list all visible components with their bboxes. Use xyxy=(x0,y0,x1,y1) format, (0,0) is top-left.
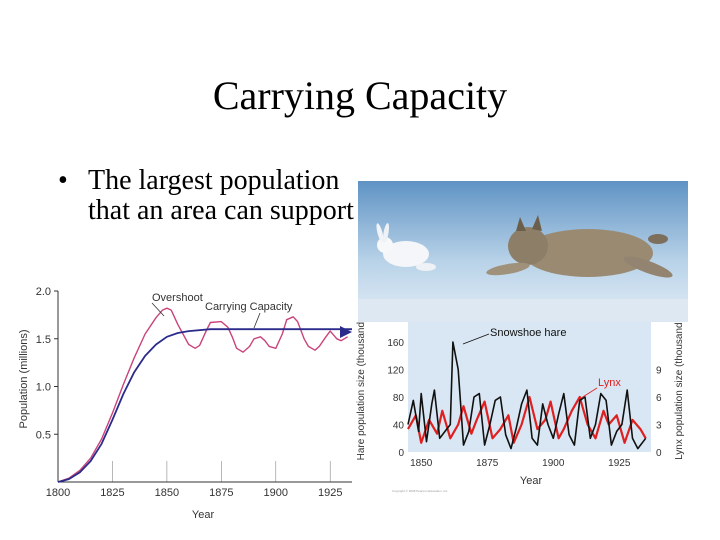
snowshoe-hare-line xyxy=(407,341,647,450)
snowshoe-pointer xyxy=(462,333,490,345)
carrying-capacity-line xyxy=(57,328,352,483)
chart1-y-label: Population (millions) xyxy=(18,329,30,428)
chart2-left-tick-label: 80 xyxy=(393,393,405,404)
chart2-x-tick-label: 1875 xyxy=(476,458,499,469)
bullet-marker: • xyxy=(58,165,68,196)
chart2-y-label-left: Hare population size (thousands) xyxy=(356,322,367,460)
population-line xyxy=(57,307,348,483)
overshoot-pointer xyxy=(151,302,165,317)
lynx-line xyxy=(407,395,647,444)
chart2-right-tick-label: 6 xyxy=(656,393,662,404)
hare-lynx-photo xyxy=(358,181,688,326)
chart1-x-tick-label: 1850 xyxy=(155,487,179,499)
chart2-left-tick-label: 160 xyxy=(387,338,404,349)
lynx-label: Lynx xyxy=(598,377,621,389)
chart1-x-tick-label: 1875 xyxy=(209,487,233,499)
carrying-capacity-pointer xyxy=(253,312,261,329)
chart2-right-tick-label: 0 xyxy=(656,448,662,459)
chart2-x-tick-label: 1900 xyxy=(542,458,565,469)
carrying-capacity-chart: 0.5 1.0 1.5 2.0 1800 1825 1850 1875 1900 1925 Ove… xyxy=(0,283,360,528)
lynx-figure xyxy=(486,215,673,278)
chart1-x-tick-label: 1900 xyxy=(264,487,288,499)
chart1-y-tick-label: 1.5 xyxy=(36,334,51,346)
chart2-right-tick-label: 9 xyxy=(656,366,662,377)
lynx-pointer xyxy=(577,387,598,401)
chart1-x-tick-label: 1925 xyxy=(318,487,342,499)
chart2-left-tick-label: 40 xyxy=(393,421,405,432)
carrying-capacity-annotation: Carrying Capacity xyxy=(205,301,293,313)
chart2-left-tick-label: 120 xyxy=(387,366,404,377)
chart2-x-tick-label: 1850 xyxy=(410,458,433,469)
hare-figure xyxy=(376,223,436,271)
bullet-text: The largest population that an area can … xyxy=(88,165,354,226)
slide-title: Carrying Capacity xyxy=(212,73,508,118)
chart1-x-tick-label: 1825 xyxy=(100,487,124,499)
chart2-x-tick-label: 1925 xyxy=(608,458,631,469)
chart1-y-tick-label: 1.0 xyxy=(36,382,51,394)
chart1-x-label: Year xyxy=(192,509,215,521)
overshoot-annotation: Overshoot xyxy=(152,292,203,304)
snowshoe-hare-label: Snowshoe hare xyxy=(490,327,566,339)
chart2-x-label: Year xyxy=(520,475,543,487)
hare-lynx-chart: 0 40 80 120 160 0 3 6 9 1850 1875 1900 1925 Snowshoe… xyxy=(352,322,694,497)
carrying-capacity-arrowhead xyxy=(340,326,352,338)
copyright-note: Copyright © 2008 Pearson Education, Inc. xyxy=(392,489,448,493)
chart2-left-tick-label: 0 xyxy=(398,448,404,459)
chart2-y-label-right: Lynx population size (thousands) xyxy=(674,322,685,460)
chart1-x-tick-label: 1800 xyxy=(46,487,70,499)
chart2-right-tick-label: 3 xyxy=(656,421,662,432)
chart1-y-tick-label: 0.5 xyxy=(36,429,51,441)
chart1-y-tick-label: 2.0 xyxy=(36,286,51,298)
